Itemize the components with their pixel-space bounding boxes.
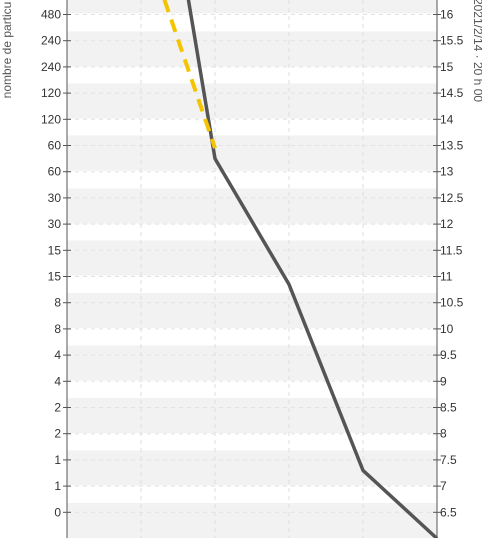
left-tick-label: 120 <box>41 86 61 100</box>
left-tick-label: 120 <box>41 112 61 126</box>
left-tick-label: 480 <box>41 8 61 22</box>
left-tick-label: 8 <box>54 322 61 336</box>
right-tick-label: 14 <box>440 112 454 126</box>
band-8 <box>67 398 437 433</box>
band-2 <box>67 83 437 119</box>
right-tick-label: 10 <box>440 322 454 336</box>
band-1 <box>67 31 437 67</box>
right-tick-label: 7 <box>440 479 447 493</box>
vertical-gridlines <box>140 0 364 538</box>
left-tick-label: 15 <box>48 243 62 257</box>
left-tick-label: 2 <box>54 401 61 415</box>
right-tick-label: 8 <box>440 427 447 441</box>
right-tick-label: 7.5 <box>440 453 457 467</box>
dashed-series-line <box>162 0 217 149</box>
right-tick-label: 12.5 <box>440 191 464 205</box>
left-tick-label: 4 <box>54 374 61 388</box>
left-tick-label: 1 <box>54 453 61 467</box>
right-tick-label: 10.5 <box>440 296 464 310</box>
left-tick-label: 60 <box>48 139 62 153</box>
right-tick-label: 12 <box>440 217 454 231</box>
right-tick-label: 11 <box>440 270 453 284</box>
left-tick-label: 8 <box>54 296 61 310</box>
left-tick-label: 30 <box>48 217 62 231</box>
left-axis-title: nombre de particu <box>0 2 14 99</box>
right-tick-label: 14.5 <box>440 86 464 100</box>
right-tick-label: 11.5 <box>440 243 463 257</box>
band-10 <box>67 503 437 538</box>
left-tick-label: 0 <box>54 505 61 519</box>
left-tick-label: 4 <box>54 348 61 362</box>
left-tick-label: 60 <box>48 165 62 179</box>
right-tick-label: 15.5 <box>440 34 464 48</box>
right-axis-ticks: 16 15.5 15 14.5 14 13.5 13 12.5 12 11.5 11 10.5 10 9.… <box>433 8 464 519</box>
band-9 <box>67 450 437 486</box>
right-tick-label: 13.5 <box>440 139 464 153</box>
left-tick-label: 30 <box>48 191 62 205</box>
left-tick-label: 240 <box>41 60 61 74</box>
band-7 <box>67 345 437 381</box>
right-tick-label: 9 <box>440 374 447 388</box>
left-tick-label: 240 <box>41 34 61 48</box>
left-tick-label: 2 <box>54 427 61 441</box>
right-axis-title: 2021/2/14 · 20 h 00 <box>471 0 482 102</box>
right-tick-label: 16 <box>440 8 454 22</box>
band-0 <box>67 0 437 14</box>
right-tick-label: 13 <box>440 165 454 179</box>
solid-series-line <box>186 0 439 538</box>
right-tick-label: 15 <box>440 60 454 74</box>
left-tick-label: 15 <box>48 270 62 284</box>
background-bands <box>67 0 437 538</box>
right-tick-label: 6.5 <box>440 505 457 519</box>
right-tick-label: 8.5 <box>440 401 457 415</box>
band-3 <box>67 135 437 171</box>
left-tick-label: 1 <box>54 479 61 493</box>
right-tick-label: 9.5 <box>440 348 457 362</box>
band-5 <box>67 240 437 276</box>
series-layer <box>162 0 439 538</box>
band-4 <box>67 188 437 224</box>
left-axis-ticks: 480 240 240 120 120 60 60 30 30 15 15 8 8 4 4 2 2 1 1 0 <box>41 8 71 519</box>
band-6 <box>67 293 437 328</box>
